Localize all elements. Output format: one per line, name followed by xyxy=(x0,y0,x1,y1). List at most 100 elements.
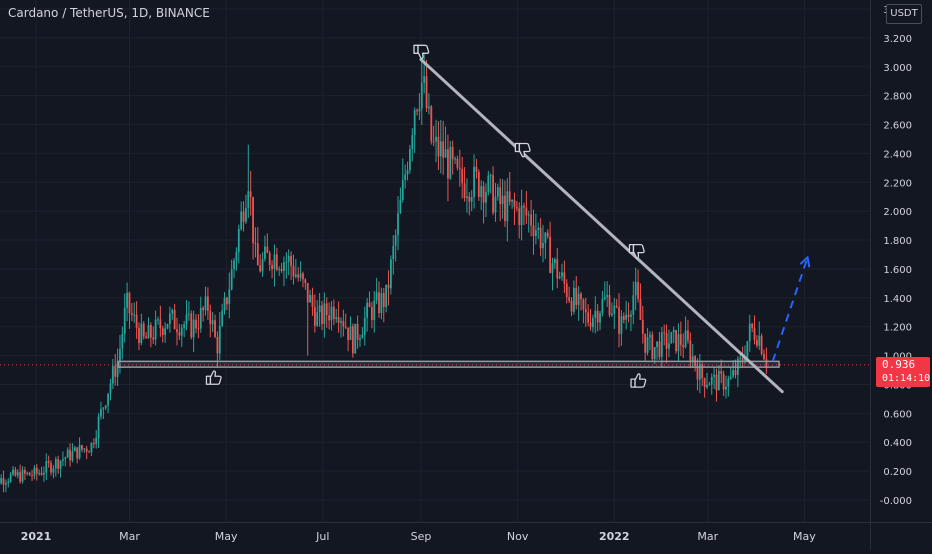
candle xyxy=(389,255,392,295)
candle xyxy=(142,321,145,340)
candle xyxy=(553,257,556,269)
candle-body xyxy=(233,260,235,270)
candle-body xyxy=(43,472,45,475)
candle-body xyxy=(149,324,152,338)
candle-body xyxy=(665,333,668,349)
candle-body xyxy=(76,447,79,459)
resistance-trendline xyxy=(419,58,784,394)
candle-body xyxy=(641,319,644,334)
candle xyxy=(209,304,212,338)
candle xyxy=(480,180,483,211)
candle xyxy=(71,443,74,463)
candle xyxy=(482,181,485,224)
candle xyxy=(565,279,568,304)
candle-body xyxy=(492,175,494,213)
candle-body xyxy=(458,167,461,169)
y-tick-label: 1.200 xyxy=(883,323,912,334)
candle xyxy=(392,235,395,275)
candle-body xyxy=(615,305,618,308)
candle-body xyxy=(100,408,102,417)
candle-body xyxy=(226,297,228,305)
candle xyxy=(613,297,616,329)
candle xyxy=(615,298,618,309)
candle xyxy=(380,287,383,320)
candle xyxy=(518,202,521,239)
candle-body xyxy=(741,357,744,361)
candle-body xyxy=(237,228,240,252)
candle-body xyxy=(335,317,338,320)
candle-body xyxy=(161,328,164,335)
candle xyxy=(121,326,124,360)
x-tick-label: Mar xyxy=(697,530,718,543)
candle xyxy=(57,455,60,474)
candle xyxy=(328,302,331,330)
candle xyxy=(748,314,751,352)
candle-body xyxy=(287,255,290,262)
candle xyxy=(525,191,528,225)
candle-body xyxy=(59,460,62,469)
candle-body xyxy=(760,335,763,354)
candle-body xyxy=(696,366,699,380)
candle xyxy=(515,200,518,212)
candle-body xyxy=(584,309,587,313)
candle xyxy=(254,227,257,258)
candle xyxy=(637,269,639,303)
candle-body xyxy=(515,207,518,209)
candle xyxy=(252,196,254,260)
candle-body xyxy=(646,337,649,353)
y-tick-label: 2.200 xyxy=(883,178,912,189)
candle-body xyxy=(195,319,197,329)
candle-body xyxy=(292,265,295,277)
candle-body xyxy=(275,254,278,270)
x-tick-label: Jul xyxy=(315,530,329,543)
candle xyxy=(575,275,578,310)
candle-body xyxy=(102,407,105,409)
candle-body xyxy=(475,166,478,173)
candle-body xyxy=(347,327,350,340)
candle-body xyxy=(432,141,435,143)
candle-body xyxy=(703,378,706,388)
candle xyxy=(546,229,549,239)
candle-body xyxy=(202,307,205,311)
candle xyxy=(100,401,102,420)
candle-body xyxy=(31,475,33,477)
candle-body xyxy=(97,416,100,438)
candle-body xyxy=(180,327,183,336)
candle-body xyxy=(33,467,36,476)
candle-body xyxy=(470,197,473,202)
candle-body xyxy=(658,341,661,357)
candle xyxy=(102,406,105,419)
candle xyxy=(16,469,19,479)
candle-body xyxy=(271,264,273,270)
candle xyxy=(226,296,228,311)
candle-body xyxy=(520,205,523,226)
candle xyxy=(454,156,456,165)
candle-body xyxy=(701,364,704,379)
candle xyxy=(606,281,609,307)
candle xyxy=(587,304,590,327)
candle-body xyxy=(525,207,528,216)
candle xyxy=(318,293,321,327)
candle-body xyxy=(382,293,385,308)
candle-body xyxy=(499,187,502,205)
candle xyxy=(684,316,687,349)
candle xyxy=(24,466,26,480)
candle-body xyxy=(418,108,421,112)
candle xyxy=(660,327,663,368)
candle-body xyxy=(92,443,95,445)
candle-body xyxy=(268,252,271,265)
candle xyxy=(675,329,677,354)
candle-body xyxy=(466,196,468,199)
candle-body xyxy=(748,323,751,342)
candle-body xyxy=(26,472,29,474)
candle xyxy=(97,412,100,448)
candle xyxy=(523,202,525,226)
candle xyxy=(256,227,259,266)
candle-body xyxy=(50,463,52,473)
candle xyxy=(703,377,706,398)
candle-body xyxy=(592,317,594,328)
currency-selector-button[interactable]: USDT xyxy=(886,4,922,24)
candle-body xyxy=(363,317,366,335)
